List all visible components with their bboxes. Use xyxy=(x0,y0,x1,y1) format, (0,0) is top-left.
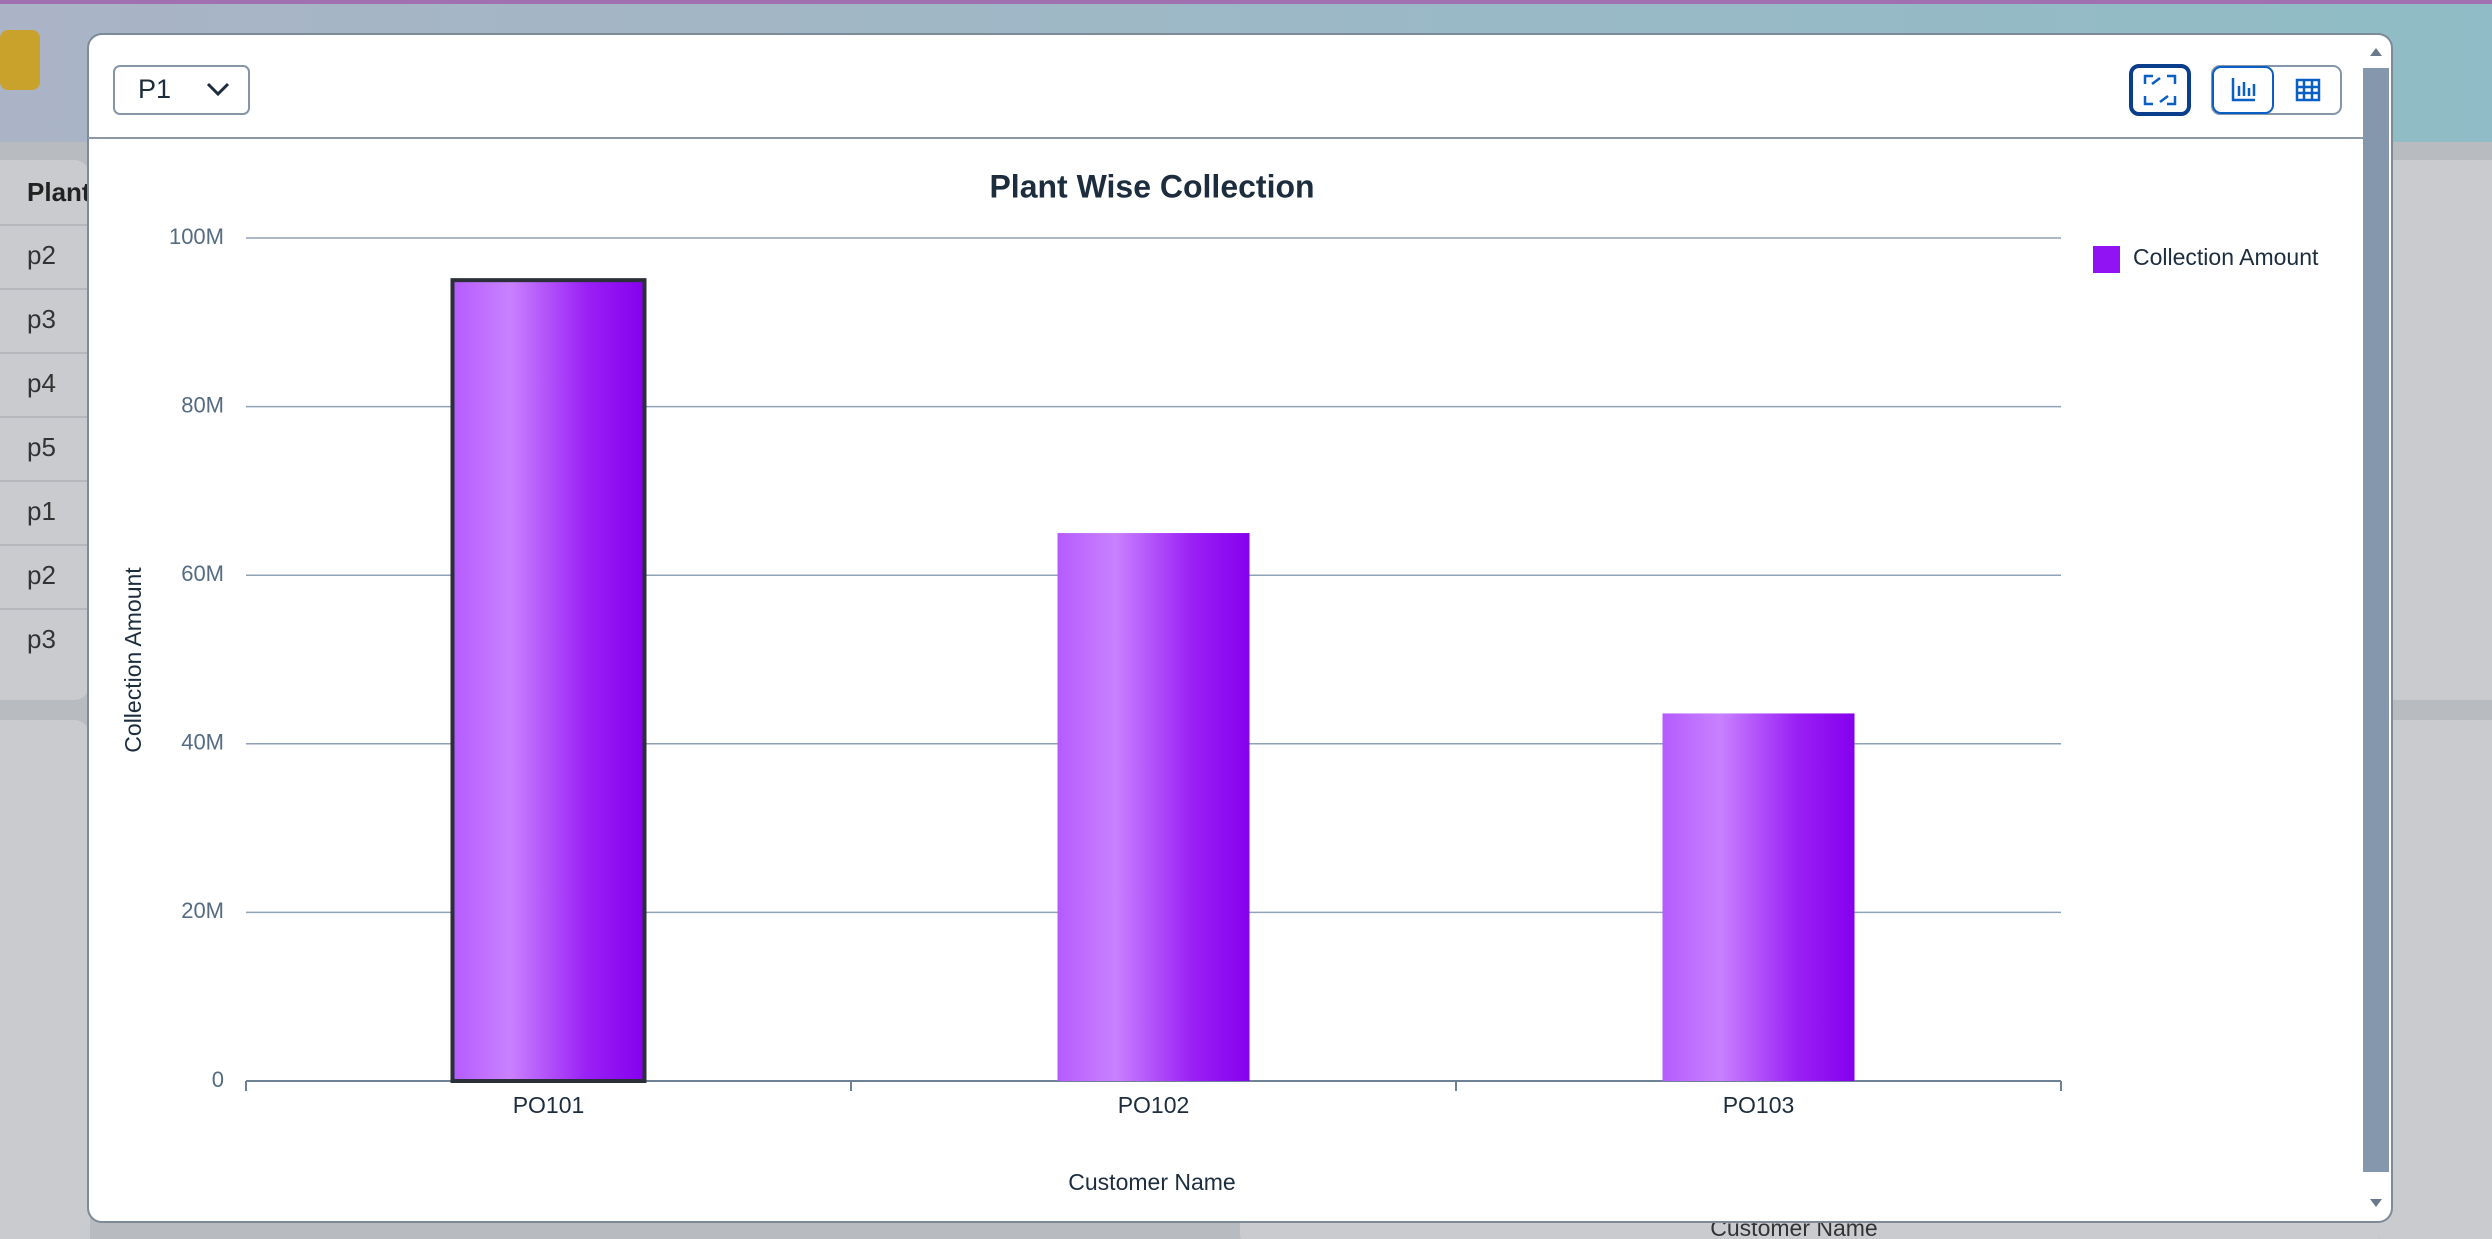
fullscreen-icon xyxy=(2143,74,2177,106)
bg-card xyxy=(2380,160,2492,700)
bg-table-header: Plant xyxy=(27,177,91,207)
table-icon xyxy=(2295,78,2321,102)
bar[interactable] xyxy=(1662,713,1855,1081)
bg-card xyxy=(0,160,90,700)
bar[interactable] xyxy=(450,278,647,1083)
bg-table-cell: p5 xyxy=(27,432,56,462)
y-tick-label: 80M xyxy=(181,392,224,417)
header-line xyxy=(0,0,2492,4)
bar[interactable] xyxy=(1057,533,1250,1081)
bg-table-cell: p4 xyxy=(27,368,56,398)
x-axis-title: Customer Name xyxy=(1068,1169,1235,1195)
bg-table: p2 p3 p4 p5 p1 p2 p3 xyxy=(0,224,90,654)
y-tick-label: 40M xyxy=(181,730,224,755)
bg-table-cell: p3 xyxy=(27,304,56,334)
table-view-button[interactable] xyxy=(2273,67,2340,113)
bg-card xyxy=(0,720,90,1239)
y-axis-title: Collection Amount xyxy=(120,567,146,753)
fullscreen-button[interactable] xyxy=(2129,64,2191,116)
logo xyxy=(0,30,40,90)
dropdown[interactable] xyxy=(113,65,250,115)
bg-table-cell: p2 xyxy=(27,240,56,270)
legend-label: Collection Amount xyxy=(2133,244,2319,270)
chart-icon xyxy=(2231,78,2256,102)
y-tick-label: 60M xyxy=(181,561,224,586)
bg-table-cell: p1 xyxy=(27,496,56,526)
dropdown-value: P1 xyxy=(138,74,171,104)
chart: Plant Wise Collection Collection Amount … xyxy=(120,168,2319,1195)
bg-card xyxy=(2380,720,2492,1239)
bg-table-cell: p2 xyxy=(27,560,56,590)
dropdown-arrow xyxy=(206,82,230,97)
scrollbar[interactable] xyxy=(2363,68,2389,1172)
x-tick-label: PO101 xyxy=(513,1092,585,1118)
x-tick-label: PO102 xyxy=(1118,1092,1190,1118)
y-tick-label: 20M xyxy=(181,898,224,923)
y-tick-label: 0 xyxy=(212,1067,224,1092)
chart-title: Plant Wise Collection xyxy=(989,168,1314,204)
y-tick-label: 100M xyxy=(169,224,224,249)
legend-swatch[interactable] xyxy=(2093,246,2120,273)
bg-table-cell: p3 xyxy=(27,624,56,654)
x-tick-label: PO103 xyxy=(1723,1092,1795,1118)
